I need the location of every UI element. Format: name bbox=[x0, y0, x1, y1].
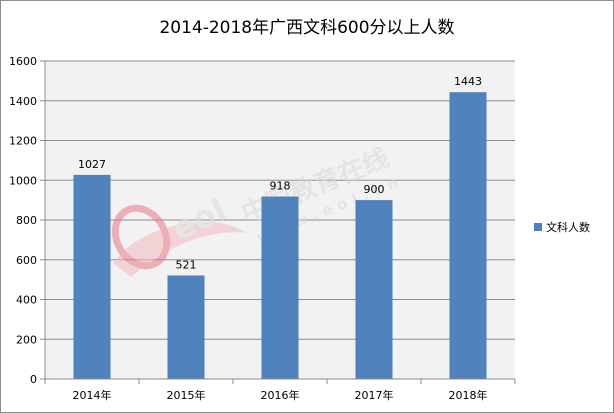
data-label: 1027 bbox=[78, 158, 106, 171]
y-tick-label: 1400 bbox=[9, 95, 37, 108]
data-label: 918 bbox=[270, 180, 291, 193]
x-tick-label: 2017年 bbox=[355, 388, 394, 402]
y-tick-label: 1200 bbox=[9, 135, 37, 148]
bar bbox=[355, 200, 393, 379]
eol-logo-e bbox=[111, 204, 171, 270]
y-tick-label: 400 bbox=[16, 294, 37, 307]
x-tick-label: 2018年 bbox=[449, 388, 488, 402]
bar bbox=[167, 275, 205, 379]
data-labels: 1027 521 918 900 1443 bbox=[78, 75, 482, 271]
y-tick-label: 0 bbox=[30, 373, 37, 386]
x-tick-label: 2015年 bbox=[167, 388, 206, 402]
y-tick-label: 1600 bbox=[9, 55, 37, 68]
bar bbox=[449, 92, 487, 380]
x-tick-label: 2016年 bbox=[261, 388, 300, 402]
data-label: 900 bbox=[364, 183, 385, 196]
bar bbox=[73, 174, 111, 379]
axes: 0 200 400 600 800 1000 1200 1400 1600 2014年 2015年 2… bbox=[9, 55, 516, 402]
bar-series bbox=[73, 92, 487, 380]
y-tick-label: 800 bbox=[16, 214, 37, 227]
legend: 文科人数 bbox=[534, 220, 590, 234]
data-label: 1443 bbox=[454, 75, 482, 88]
x-tick-label: 2014年 bbox=[73, 388, 112, 402]
legend-label: 文科人数 bbox=[546, 220, 590, 234]
y-tick-label: 200 bbox=[16, 333, 37, 346]
y-tick-label: 600 bbox=[16, 254, 37, 267]
legend-swatch bbox=[534, 223, 542, 231]
bar bbox=[261, 196, 299, 379]
y-tick-label: 1000 bbox=[9, 174, 37, 187]
data-label: 521 bbox=[176, 258, 197, 271]
chart-title: 2014-2018年广西文科600分以上人数 bbox=[159, 18, 455, 38]
